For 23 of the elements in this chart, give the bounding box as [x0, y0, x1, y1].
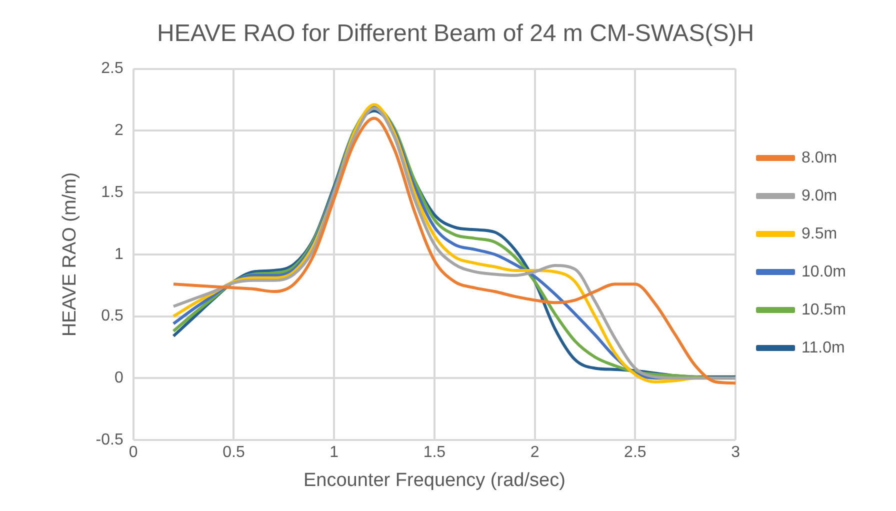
chart-title: HEAVE RAO for Different Beam of 24 m CM-SWAS(S)H	[156, 20, 754, 48]
x-tick-label: 0.5	[222, 444, 245, 462]
x-tick-label: 1	[330, 444, 339, 462]
y-tick-label: 1	[114, 246, 124, 263]
legend-label: 10.5m	[802, 301, 846, 318]
legend-label: 8.0m	[802, 149, 838, 166]
y-tick-label: 2	[114, 122, 124, 140]
y-tick-label: 1.5	[101, 184, 124, 201]
x-tick-label: 2	[530, 444, 540, 462]
legend-label: 9.0m	[802, 187, 838, 204]
legend-label: 10.0m	[802, 263, 846, 280]
x-tick-label: 1.5	[423, 444, 446, 462]
y-tick-label: 0.5	[101, 308, 124, 325]
x-tick-label: 3	[731, 444, 740, 462]
y-tick-label: 2.5	[101, 60, 124, 78]
x-tick-label: 0	[128, 444, 138, 462]
legend-label: 11.0m	[802, 339, 845, 356]
x-tick-label: 2.5	[624, 444, 646, 462]
y-tick-label: 0	[114, 370, 124, 387]
x-axis-title: Encounter Frequency (rad/sec)	[304, 470, 566, 491]
y-axis-title: HEAVE RAO (m/m)	[60, 172, 81, 337]
legend-label: 9.5m	[802, 225, 838, 242]
y-tick-label: -0.5	[96, 431, 124, 448]
